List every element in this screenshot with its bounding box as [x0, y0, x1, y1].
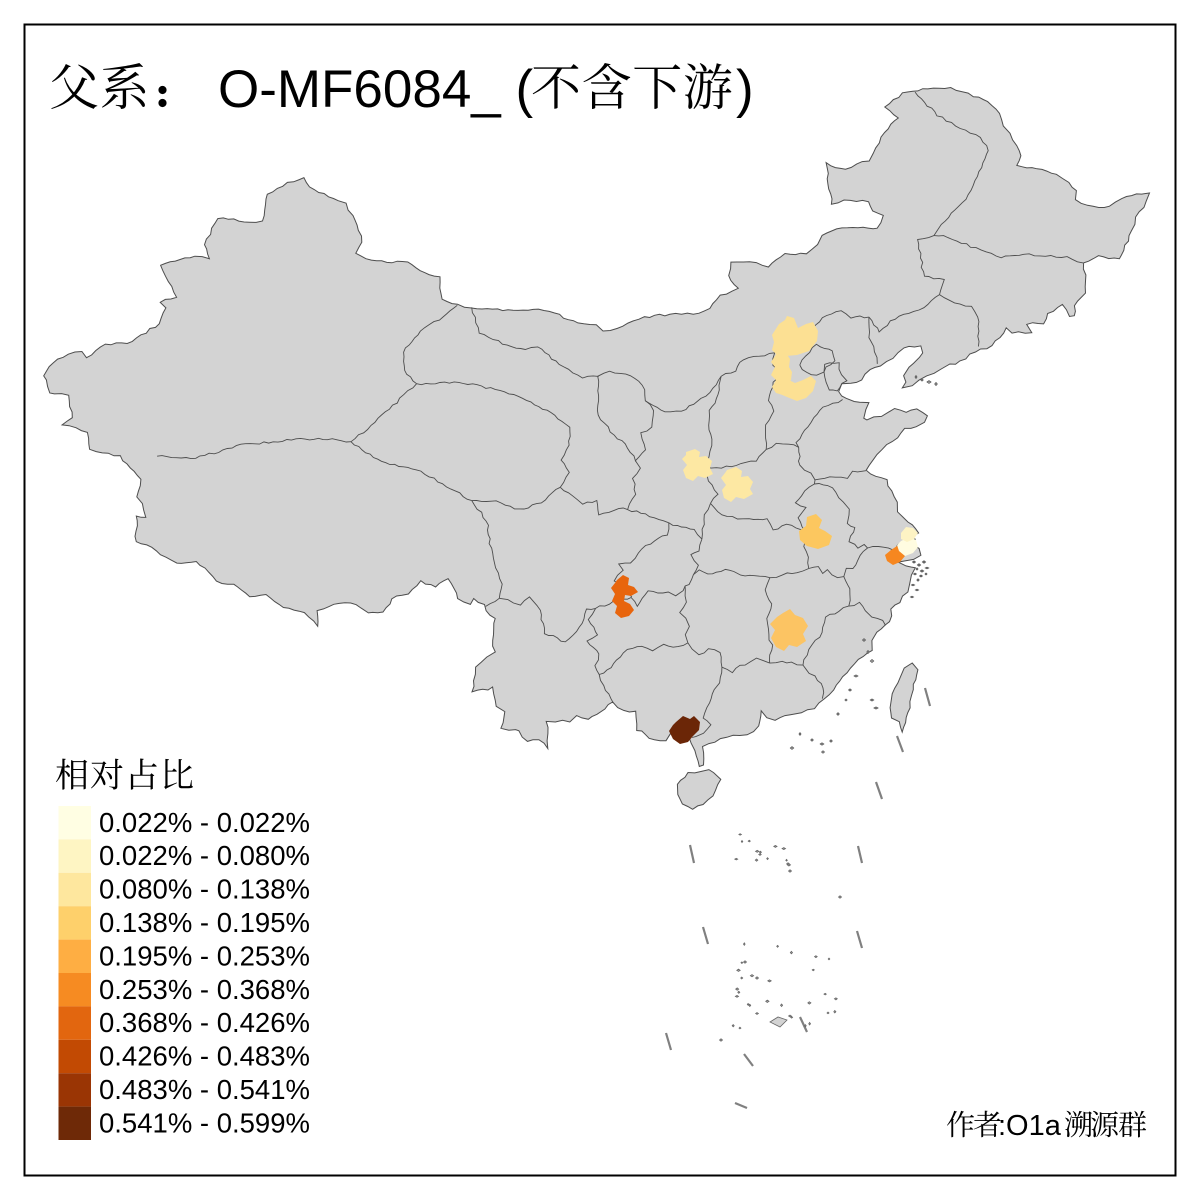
svg-text:0.080% - 0.138%: 0.080% - 0.138%	[99, 874, 310, 905]
svg-text::O1a: :O1a	[998, 1110, 1062, 1142]
svg-text:): )	[736, 60, 754, 119]
svg-text:O-MF6084_ (: O-MF6084_ (	[218, 60, 534, 119]
svg-text:0.022% - 0.080%: 0.022% - 0.080%	[99, 840, 310, 871]
svg-text:0.253% - 0.368%: 0.253% - 0.368%	[99, 974, 310, 1005]
svg-text:0.541% - 0.599%: 0.541% - 0.599%	[99, 1107, 310, 1138]
svg-text:0.195% - 0.253%: 0.195% - 0.253%	[99, 940, 310, 971]
svg-text:0.138% - 0.195%: 0.138% - 0.195%	[99, 907, 310, 938]
svg-text:0.368% - 0.426%: 0.368% - 0.426%	[99, 1007, 310, 1038]
svg-text:0.483% - 0.541%: 0.483% - 0.541%	[99, 1074, 310, 1105]
svg-text:0.426% - 0.483%: 0.426% - 0.483%	[99, 1041, 310, 1072]
svg-text:0.022% - 0.022%: 0.022% - 0.022%	[99, 807, 310, 838]
